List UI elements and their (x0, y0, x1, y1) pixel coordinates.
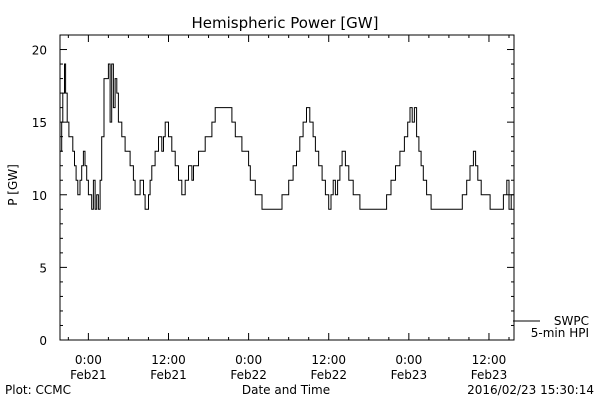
series-line-swpc (60, 63, 514, 210)
x-tick-time-label: 0:00 (75, 353, 102, 367)
x-tick-time-label: 12:00 (151, 353, 186, 367)
x-tick-date-label: Feb23 (391, 368, 428, 382)
y-axis-ticks: 0 5 10 15 20 (32, 44, 514, 348)
x-axis-ticks: 0:00Feb2112:00Feb210:00Feb2212:00Feb220:… (67, 35, 510, 382)
y-tick-label: 0 (39, 334, 47, 348)
x-tick-time-label: 12:00 (311, 353, 346, 367)
x-tick-date-label: Feb22 (230, 368, 267, 382)
x-tick-date-label: Feb21 (70, 368, 107, 382)
x-tick-time-label: 0:00 (235, 353, 262, 367)
y-axis-label: P [GW] (6, 164, 20, 206)
y-tick-label: 20 (32, 44, 47, 58)
y-tick-label: 15 (32, 116, 47, 130)
y-tick-label: 10 (32, 189, 47, 203)
series-layer (60, 63, 514, 210)
plot-credit: Plot: CCMC (5, 383, 71, 397)
x-axis-label: Date and Time (242, 383, 330, 397)
x-tick-time-label: 0:00 (395, 353, 422, 367)
y-tick-label: 5 (39, 261, 47, 275)
plot-frame (59, 34, 515, 341)
legend-entry: 5-min HPI (531, 326, 589, 340)
x-tick-date-label: Feb22 (310, 368, 347, 382)
x-tick-time-label: 12:00 (472, 353, 507, 367)
x-tick-date-label: Feb23 (471, 368, 508, 382)
plot-timestamp: 2016/02/23 15:30:14 (467, 383, 594, 397)
x-tick-date-label: Feb21 (150, 368, 187, 382)
chart-title: Hemispheric Power [GW] (192, 14, 379, 32)
legend-entry: SWPC (554, 314, 589, 328)
